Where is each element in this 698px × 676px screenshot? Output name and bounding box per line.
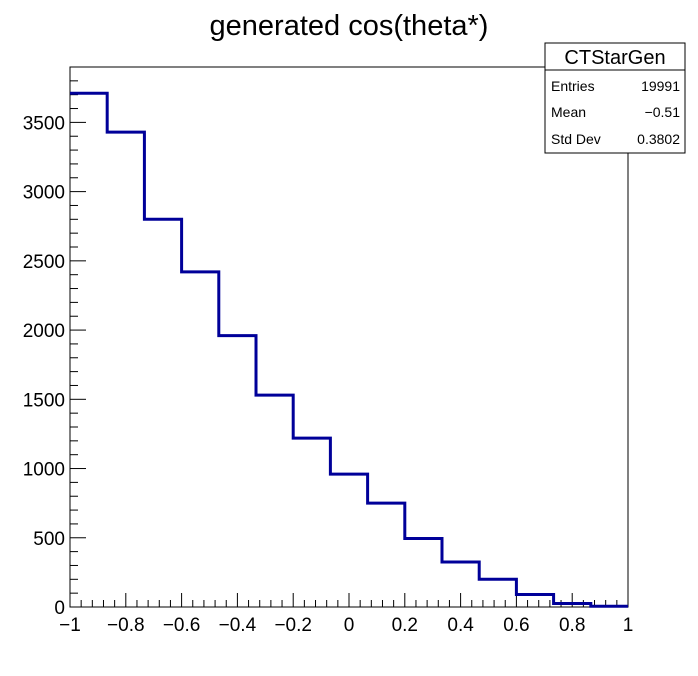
histogram-bin	[405, 538, 442, 607]
x-axis: −1 −0.8 −0.6 −0.4 −0.2 0 0.2 0.4 0.6 0.8 1	[59, 593, 633, 636]
stats-entries-label: Entries	[551, 78, 595, 94]
stats-box: CTStarGen Entries 19991 Mean −0.51 Std D…	[544, 42, 686, 154]
histogram-bin	[330, 474, 367, 607]
stats-stddev-label: Std Dev	[551, 131, 601, 147]
histogram-bin	[293, 438, 330, 607]
y-tick-label: 2000	[23, 321, 65, 342]
histogram-bin	[256, 395, 293, 607]
y-tick-label: 1000	[23, 460, 65, 481]
y-tick-label: 1500	[23, 390, 65, 411]
chart-title: generated cos(theta*)	[210, 10, 489, 42]
x-tick-label: −0.6	[163, 615, 201, 636]
x-tick-label: −0.4	[219, 615, 257, 636]
histogram-bin	[70, 93, 107, 607]
histogram-bin	[219, 336, 256, 607]
histogram-series-line	[70, 91, 628, 608]
stats-entries-value: 19991	[641, 78, 680, 94]
y-tick-label: 3500	[23, 113, 65, 134]
y-tick-label: 3000	[23, 183, 65, 204]
x-tick-label: 0	[344, 615, 355, 636]
histogram-bin	[144, 219, 181, 607]
x-tick-label: 1	[623, 615, 634, 636]
stats-mean-label: Mean	[551, 104, 586, 120]
stats-box-frame	[544, 42, 686, 154]
y-tick-label: 0	[54, 598, 65, 619]
x-tick-label: 0.8	[559, 615, 585, 636]
histogram-bin	[368, 503, 405, 607]
x-tick-label: −0.8	[107, 615, 145, 636]
histogram-bin	[591, 606, 628, 607]
x-tick-label: 0.4	[447, 615, 474, 636]
stats-stddev-value: 0.3802	[637, 131, 680, 147]
histogram-bin	[479, 579, 516, 607]
y-axis: 0 500 1000 1500 2000 2500 3000 3500	[23, 66, 86, 619]
histogram-bin	[107, 132, 144, 607]
y-tick-label: 2500	[23, 252, 65, 273]
histogram-bin	[516, 595, 553, 607]
histogram-bin	[182, 272, 219, 607]
histogram-bin	[554, 604, 591, 607]
stats-mean-value: −0.51	[645, 104, 681, 120]
stats-box-title: CTStarGen	[564, 47, 665, 69]
histogram-bin	[442, 562, 479, 607]
x-tick-label: 0.2	[392, 615, 418, 636]
x-tick-label: −1	[59, 615, 81, 636]
x-tick-label: −0.2	[274, 615, 312, 636]
x-tick-label: 0.6	[503, 615, 529, 636]
y-tick-label: 500	[33, 529, 65, 550]
